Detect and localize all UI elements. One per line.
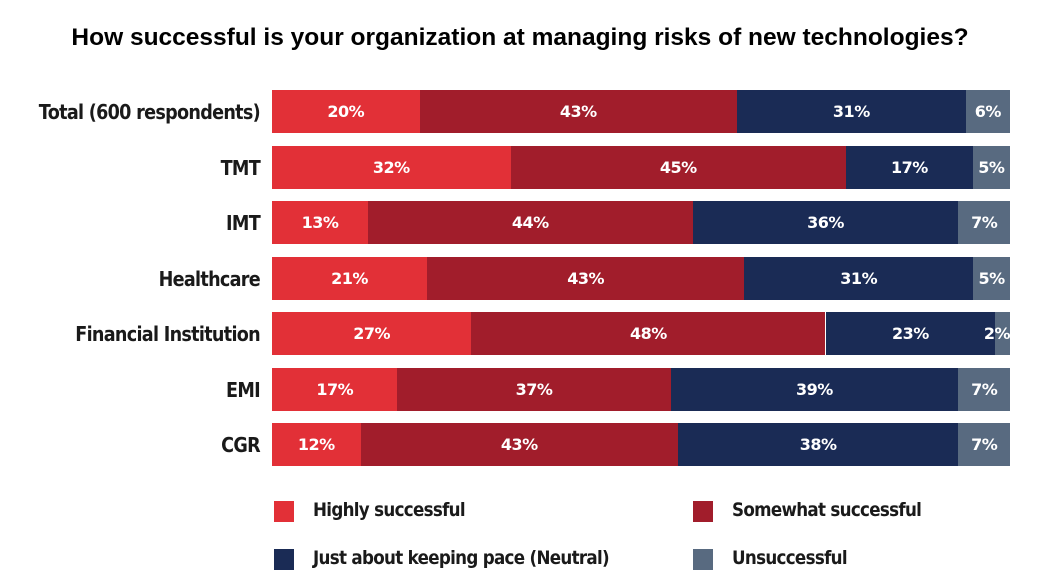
bar-segment: 27% — [272, 312, 472, 355]
legend-label: Unsuccessful — [732, 547, 848, 569]
bar-segment: 38% — [677, 423, 959, 466]
data-label: 7% — [971, 435, 998, 454]
data-label: 21% — [331, 268, 368, 288]
category-label: CGR — [221, 433, 261, 457]
data-label: 44% — [511, 213, 549, 232]
data-label: 32% — [372, 157, 410, 177]
bar-segment: 6% — [965, 90, 1010, 133]
data-label: 13% — [301, 213, 339, 232]
bar-segment: 7% — [958, 201, 1010, 244]
bar-segment: 20% — [272, 90, 420, 133]
bar-segment: 37% — [397, 367, 671, 411]
chart-title: How successful is your organization at m… — [71, 24, 969, 51]
bar-segment: 48% — [471, 312, 826, 355]
bar-segment: 23% — [825, 312, 996, 355]
data-label: 23% — [891, 324, 929, 343]
data-label: 5% — [978, 157, 1005, 177]
legend-swatch — [693, 501, 713, 522]
data-label: 6% — [974, 102, 1002, 121]
bar-segment: 31% — [744, 256, 974, 300]
category-label: Healthcare — [158, 266, 261, 291]
bar-segment: 31% — [736, 90, 966, 133]
data-label: 37% — [515, 379, 553, 399]
data-label: 17% — [316, 379, 354, 399]
bar-segment: 43% — [360, 423, 678, 466]
bar-segment: 7% — [958, 367, 1010, 411]
legend-label: Highly successful — [313, 499, 466, 521]
data-label: 5% — [978, 268, 1005, 288]
bar-segment: 7% — [958, 423, 1010, 466]
category-label: EMI — [226, 377, 261, 402]
data-label: 36% — [807, 213, 844, 232]
data-label: 31% — [840, 268, 878, 288]
category-label: Financial Institution — [75, 322, 261, 346]
data-label: 39% — [796, 379, 833, 399]
bar-segment: 13% — [272, 201, 368, 244]
bar-segment: 21% — [272, 256, 427, 300]
category-label: TMT — [220, 155, 261, 180]
data-label: 31% — [832, 102, 870, 121]
data-label: 43% — [500, 435, 538, 454]
data-label: 43% — [559, 102, 597, 121]
bar-segment: 32% — [272, 145, 511, 189]
data-label: 7% — [971, 379, 998, 399]
legend-swatch — [274, 549, 294, 570]
category-label: IMT — [226, 211, 261, 235]
bar-segment: 12% — [272, 423, 361, 466]
legend-swatch — [693, 549, 713, 570]
bar-segment: 5% — [972, 145, 1010, 189]
bar-segment: 45% — [510, 145, 846, 189]
legend-swatch — [274, 501, 294, 522]
data-label: 27% — [353, 324, 391, 343]
data-label: 17% — [890, 157, 928, 177]
data-label: 38% — [799, 435, 837, 454]
bar-segment: 2% — [984, 312, 1010, 355]
data-label: 45% — [659, 157, 697, 177]
data-label: 48% — [629, 324, 667, 343]
bar-segment: 5% — [973, 256, 1010, 300]
data-label: 7% — [971, 213, 998, 232]
legend-label: Somewhat successful — [732, 499, 922, 521]
bar-segment: 17% — [272, 367, 398, 411]
bar-segment: 17% — [846, 145, 973, 189]
data-label: 20% — [327, 102, 365, 121]
bar-segment: 44% — [367, 201, 693, 244]
data-label: 2% — [983, 324, 1011, 343]
bar-segment: 39% — [670, 367, 959, 411]
category-label: Total (600 respondents) — [38, 100, 261, 124]
bar-segment: 36% — [692, 201, 959, 244]
bar-segment: 43% — [419, 90, 737, 133]
data-label: 43% — [567, 268, 605, 288]
data-label: 12% — [297, 435, 335, 454]
legend-label: Just about keeping pace (Neutral) — [313, 547, 610, 569]
bar-segment: 43% — [426, 256, 745, 300]
